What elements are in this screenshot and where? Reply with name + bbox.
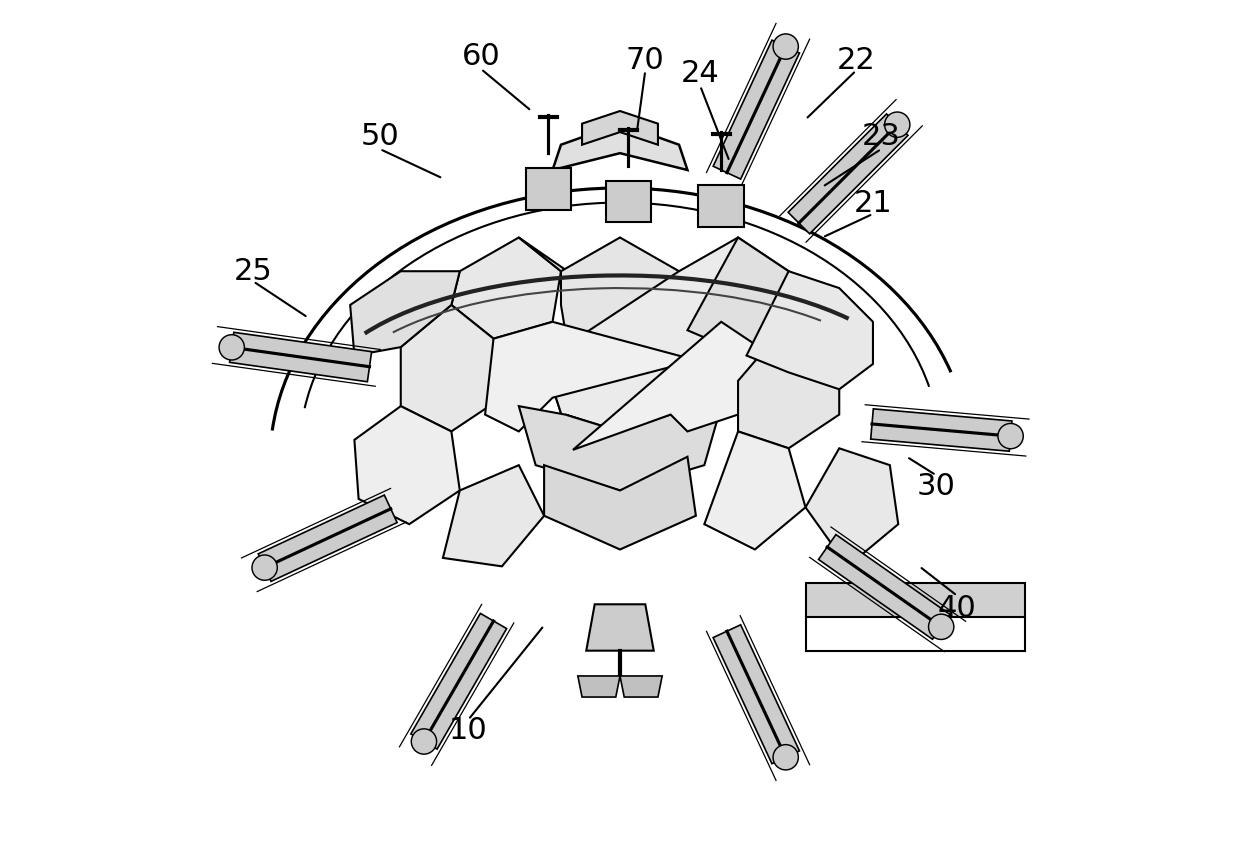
- Text: 60: 60: [461, 41, 500, 71]
- Polygon shape: [544, 238, 680, 360]
- Polygon shape: [870, 409, 1012, 451]
- Text: 30: 30: [916, 472, 956, 501]
- Circle shape: [412, 729, 436, 754]
- Polygon shape: [355, 406, 460, 525]
- Polygon shape: [587, 604, 653, 651]
- Polygon shape: [746, 272, 873, 389]
- FancyBboxPatch shape: [605, 181, 651, 222]
- Text: 10: 10: [449, 717, 487, 745]
- Polygon shape: [573, 321, 771, 450]
- Polygon shape: [518, 238, 696, 450]
- Polygon shape: [620, 676, 662, 697]
- Polygon shape: [350, 272, 460, 355]
- Polygon shape: [806, 583, 1024, 617]
- Polygon shape: [565, 360, 696, 450]
- Text: 70: 70: [626, 46, 665, 75]
- FancyBboxPatch shape: [526, 168, 572, 210]
- Polygon shape: [544, 238, 789, 450]
- Polygon shape: [713, 40, 800, 179]
- Polygon shape: [258, 495, 397, 581]
- Text: 23: 23: [862, 122, 900, 151]
- Text: 50: 50: [361, 122, 399, 151]
- Circle shape: [929, 614, 954, 640]
- Text: 22: 22: [837, 46, 875, 75]
- Polygon shape: [518, 406, 722, 491]
- Polygon shape: [401, 305, 502, 431]
- FancyBboxPatch shape: [698, 185, 744, 227]
- Polygon shape: [485, 321, 696, 431]
- Polygon shape: [582, 111, 658, 145]
- Circle shape: [884, 112, 910, 137]
- Circle shape: [998, 424, 1023, 448]
- Text: 24: 24: [681, 58, 719, 88]
- Polygon shape: [410, 613, 507, 749]
- Circle shape: [219, 335, 244, 360]
- Polygon shape: [544, 305, 696, 450]
- Polygon shape: [443, 465, 544, 566]
- Polygon shape: [578, 676, 620, 697]
- Polygon shape: [738, 321, 839, 448]
- Text: 25: 25: [234, 256, 273, 286]
- Text: 21: 21: [853, 190, 893, 218]
- Polygon shape: [789, 114, 908, 233]
- Polygon shape: [806, 448, 898, 566]
- Circle shape: [773, 744, 799, 770]
- Polygon shape: [687, 238, 789, 355]
- Polygon shape: [544, 457, 696, 550]
- Polygon shape: [451, 238, 560, 338]
- Polygon shape: [229, 332, 372, 382]
- Polygon shape: [704, 431, 806, 550]
- Text: 40: 40: [937, 594, 977, 623]
- Circle shape: [252, 555, 278, 580]
- Polygon shape: [818, 535, 950, 640]
- Polygon shape: [553, 124, 687, 170]
- Circle shape: [773, 34, 799, 59]
- Polygon shape: [713, 624, 800, 764]
